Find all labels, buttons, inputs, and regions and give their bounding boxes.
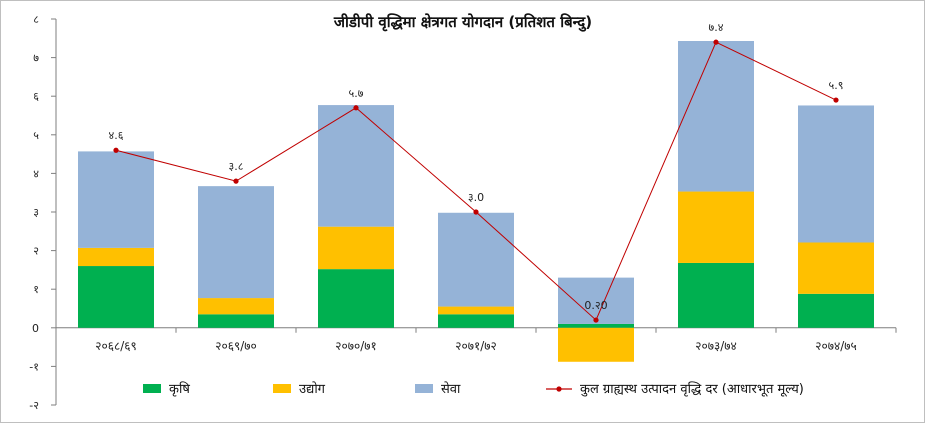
bar-segment [78, 247, 154, 267]
axis-layer: -२ -१ 0 १ २ ३ ४ ५ ६ ७ ८ २०६८/६९ २०६९/७० २०७०/७१ २०७१/७… [29, 13, 897, 412]
y-tick-label: ५ [33, 129, 39, 142]
bar-segment [198, 314, 274, 328]
x-tick-label: २०७३/७४ [695, 339, 736, 353]
bar-segment [798, 242, 874, 294]
growth-point [593, 317, 599, 323]
y-tick-label: ७ [33, 52, 39, 65]
bar-segment [438, 306, 514, 315]
legend: कृषि उद्योग सेवा कुल ग्राह्यस्थ उत्पादन वृद… [143, 381, 804, 397]
bar-segment [558, 277, 634, 324]
y-tick-label: १ [33, 283, 39, 296]
bar-segment [678, 41, 754, 192]
y-tick-label: २ [33, 245, 39, 258]
growth-point [713, 39, 719, 45]
x-tick-label: २०६८/६९ [95, 339, 136, 353]
growth-point [353, 105, 359, 111]
legend-marker [556, 386, 562, 392]
bar-segment [678, 191, 754, 263]
data-label: ५.९ [829, 79, 844, 92]
growth-point [113, 147, 119, 153]
bar-segment [318, 226, 394, 270]
bar-layer [78, 41, 874, 362]
bar-segment [198, 186, 274, 299]
x-tick-label: २०७०/७१ [335, 339, 376, 353]
growth-point [233, 178, 239, 184]
bar-segment [438, 314, 514, 328]
data-label: ३.८ [229, 160, 244, 173]
data-label: ३.0 [468, 191, 484, 204]
y-tick-label: 0 [32, 322, 39, 335]
chart-title: जीडीपी वृद्धिमा क्षेत्रगत योगदान (प्रतिश… [333, 13, 592, 32]
data-label: ४.६ [109, 129, 124, 142]
bar-segment [798, 293, 874, 328]
y-tick-label: ८ [33, 13, 39, 26]
legend-swatch [415, 384, 433, 393]
bar-segment [798, 105, 874, 243]
bar-segment [438, 212, 514, 307]
bar-segment [198, 298, 274, 315]
data-label: ५.७ [349, 87, 364, 100]
data-label: 0.२0 [584, 299, 607, 312]
label-layer: ४.६ ३.८ ५.७ ३.0 0.२0 ७.४ ५.९ [109, 21, 844, 312]
legend-swatch [273, 384, 291, 393]
legend-label: कृषि [169, 381, 190, 397]
bar-segment [78, 151, 154, 248]
y-tick-label: ६ [33, 90, 39, 103]
y-tick-label: ३ [33, 206, 39, 219]
bar-segment [558, 327, 634, 362]
line-layer [113, 39, 839, 323]
legend-label: सेवा [441, 381, 461, 397]
legend-label: उद्योग [299, 381, 326, 397]
y-tick-label: ४ [33, 167, 39, 180]
data-label: ७.४ [709, 21, 724, 34]
growth-point [833, 97, 839, 103]
x-tick-label: २०६९/७० [215, 339, 256, 353]
legend-swatch [143, 384, 161, 393]
x-tick-label: २०७४/७५ [815, 339, 856, 353]
bar-segment [318, 269, 394, 328]
bar-segment [318, 105, 394, 227]
growth-point [473, 209, 479, 215]
bar-segment [558, 323, 634, 328]
y-tick-label: -२ [29, 399, 39, 412]
y-tick-label: -१ [29, 360, 39, 373]
x-tick-label: २०७१/७२ [455, 339, 496, 353]
bar-segment [678, 262, 754, 328]
bar-segment [78, 266, 154, 328]
legend-label: कुल ग्राह्यस्थ उत्पादन वृद्धि दर (आधारभू… [580, 381, 804, 397]
